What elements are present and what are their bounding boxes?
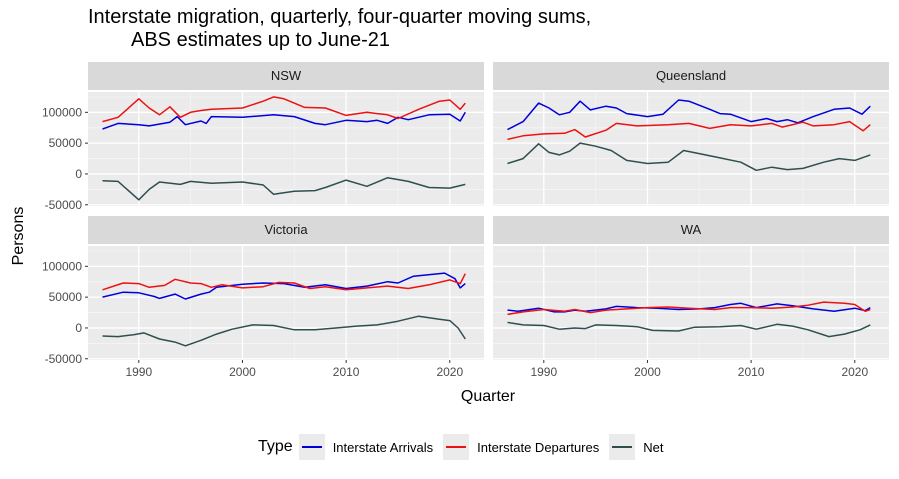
legend-key-arrivals [298, 434, 325, 460]
x-tick-label: 2000 [229, 365, 256, 379]
strip-label: NSW [271, 68, 302, 83]
y-tick-label: 0 [75, 321, 82, 335]
series-line-net [102, 176, 466, 201]
x-tick-label: 2020 [841, 365, 868, 379]
series-line-interstate-departures [507, 120, 871, 141]
series-line-interstate-arrivals [102, 111, 466, 130]
y-tick-label: 50000 [49, 290, 83, 304]
legend-key-departures [443, 434, 470, 460]
x-tick-label: 1990 [530, 365, 557, 379]
legend-label-arrivals: Interstate Arrivals [332, 439, 434, 455]
panel-background [493, 92, 889, 206]
legend-swatch-net [612, 446, 633, 448]
panel-queensland: Queensland [493, 62, 889, 206]
y-tick-label: -50000 [45, 352, 83, 366]
chart-title-line-2: ABS estimates up to June-21 [131, 29, 391, 51]
y-tick-label: 100000 [42, 259, 82, 273]
series-line-net [507, 321, 871, 338]
series-line-net [102, 315, 466, 347]
series-line-interstate-arrivals [507, 99, 871, 131]
legend-swatch-arrivals [301, 446, 322, 448]
legend-label-departures: Interstate Departures [477, 439, 600, 455]
y-axis-title: Persons [10, 207, 27, 266]
legend-swatch-departures [446, 446, 467, 448]
panel-victoria: Victoria -50000 0 50000 100000 1990 2000 2010 20… [42, 216, 484, 379]
panel-wa: WA 1990 2000 2010 2020 [493, 216, 889, 379]
strip-background [88, 216, 484, 244]
y-tick-label: 0 [75, 167, 82, 181]
x-axis-title: Quarter [461, 388, 516, 405]
y-tick-label: 100000 [42, 105, 82, 119]
strip-label: WA [681, 222, 702, 237]
panel-background [88, 246, 484, 360]
series-line-interstate-departures [507, 301, 871, 316]
strip-background [493, 62, 889, 90]
series-line-interstate-departures [102, 96, 466, 123]
y-tick-label: 50000 [49, 136, 83, 150]
x-tick-label: 1990 [125, 365, 152, 379]
chart-area: Persons Quarter NSW -50000 0 50000 100000 Que… [10, 62, 889, 405]
strip-background [88, 62, 484, 90]
panel-nsw: NSW -50000 0 50000 100000 [42, 62, 484, 212]
chart-title: Interstate migration, quarterly, four-qu… [88, 6, 591, 52]
panel-background [88, 92, 484, 206]
chart-title-line-1: Interstate migration, quarterly, four-qu… [88, 6, 592, 28]
series-line-net [507, 142, 871, 172]
legend-key-net [609, 434, 636, 460]
strip-label: Victoria [264, 222, 308, 237]
x-tick-label: 2000 [634, 365, 661, 379]
y-tick-label: -50000 [45, 198, 83, 212]
legend-label-net: Net [643, 439, 664, 455]
strip-background [493, 216, 889, 244]
legend: Type Interstate Arrivals Interstate Depa… [258, 434, 673, 460]
legend-title: Type [258, 438, 293, 455]
strip-label: Queensland [656, 68, 726, 83]
x-tick-label: 2010 [738, 365, 765, 379]
x-tick-label: 2010 [333, 365, 360, 379]
x-tick-label: 2020 [436, 365, 463, 379]
series-line-interstate-departures [102, 273, 466, 291]
